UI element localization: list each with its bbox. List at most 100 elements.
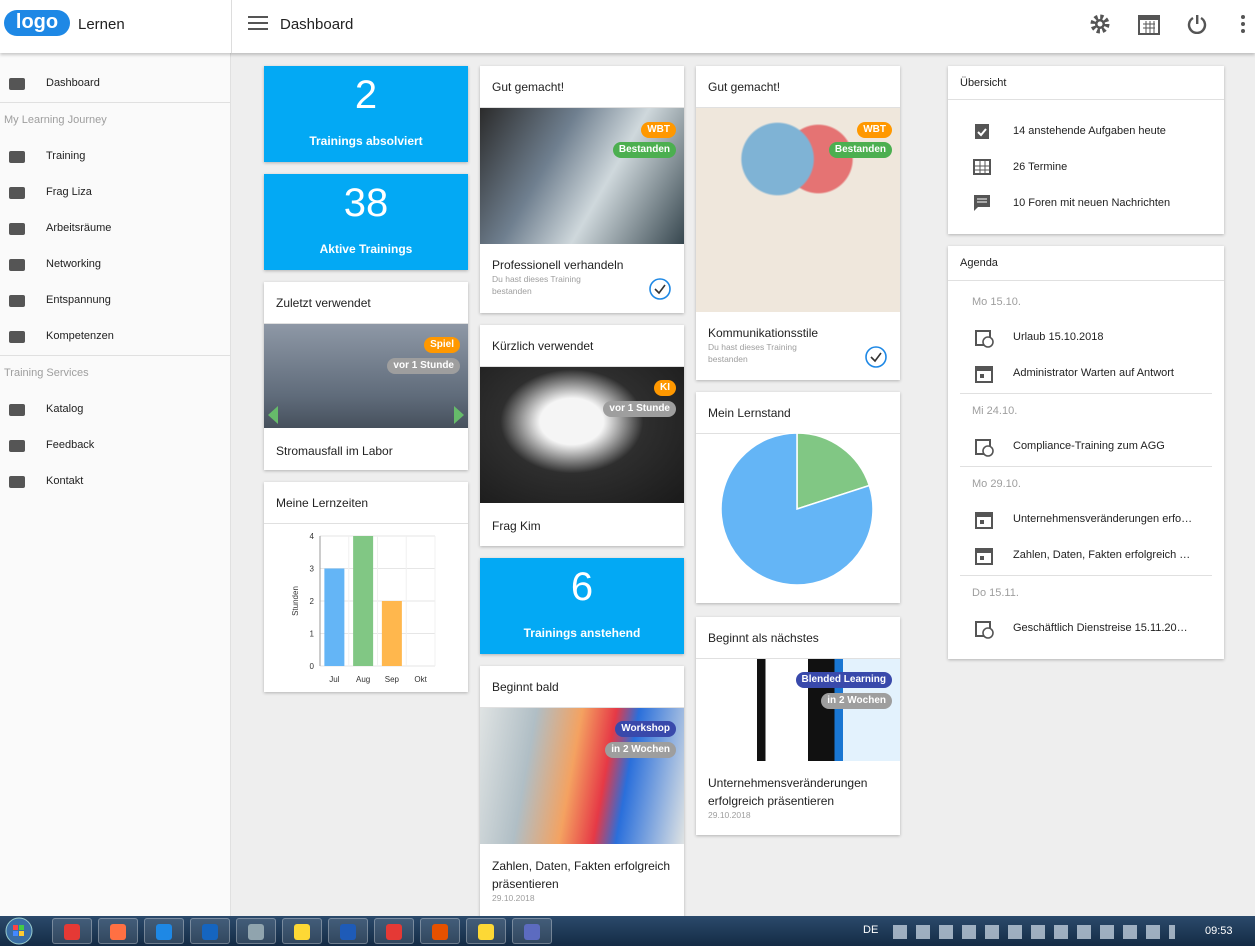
nav-item[interactable]: Feedback xyxy=(46,439,95,451)
shape xyxy=(973,159,991,175)
overview-card: Übersicht 14 anstehende Aufgaben heute 26 … xyxy=(948,66,1224,234)
taskbar-app[interactable] xyxy=(374,918,414,944)
overview-item[interactable]: 10 Foren mit neuen Nachrichten xyxy=(1013,197,1171,209)
media-name: Unternehmensveränderungen erfolgreich pr… xyxy=(708,776,868,808)
calendar-button[interactable] xyxy=(1138,13,1160,35)
more-button[interactable] xyxy=(1240,14,1246,34)
nav-icon xyxy=(9,295,25,307)
taskbar-app[interactable] xyxy=(98,918,138,944)
nav-item[interactable]: Networking xyxy=(46,258,102,270)
shape xyxy=(980,520,984,524)
logo[interactable]: logo xyxy=(4,10,70,36)
nav-icon xyxy=(9,223,25,235)
next-button[interactable] xyxy=(454,406,464,424)
bar xyxy=(353,536,374,666)
shape xyxy=(9,440,25,452)
nav-icon xyxy=(9,476,25,488)
taskbar-app[interactable] xyxy=(190,918,230,944)
agenda-item[interactable]: Geschäftlich Dienstreise 15.11.20… xyxy=(1013,622,1188,634)
agenda-item[interactable]: Urlaub 15.10.2018 xyxy=(1013,331,1104,343)
nav-icon xyxy=(9,259,25,271)
taskbar-app[interactable] xyxy=(420,918,460,944)
app-icon xyxy=(202,924,218,940)
badge: in 2 Wochen xyxy=(821,693,892,709)
app-icon xyxy=(294,924,310,940)
stat-value: 2 xyxy=(354,73,378,117)
taskbar-app[interactable] xyxy=(282,918,322,944)
taskbar-app[interactable] xyxy=(466,918,506,944)
divider xyxy=(0,355,231,356)
stat-value: 6 xyxy=(570,565,594,609)
divider xyxy=(0,102,231,103)
training-card: Gut gemacht! WBT Bestanden Professionell ve… xyxy=(480,66,684,313)
nav-item[interactable]: Arbeitsräume xyxy=(46,222,112,234)
card-title: Agenda xyxy=(948,246,1224,281)
shape xyxy=(649,278,671,300)
bar xyxy=(381,601,402,666)
stat-label: Aktive Trainings xyxy=(319,242,413,256)
taskbar-app[interactable] xyxy=(328,918,368,944)
settings-button[interactable] xyxy=(1090,14,1110,34)
nav-icon xyxy=(9,331,25,343)
agenda-date: Mo 15.10. xyxy=(972,296,1021,308)
card-image: WBT Bestanden xyxy=(480,108,684,244)
overview-item[interactable]: 26 Termine xyxy=(1013,161,1068,173)
nav-item[interactable]: Katalog xyxy=(46,403,84,415)
start-button[interactable] xyxy=(4,917,34,945)
shape xyxy=(980,556,984,560)
taskbar-app[interactable] xyxy=(512,918,552,944)
nav-icon xyxy=(9,151,25,163)
section-title: My Learning Journey xyxy=(4,114,107,126)
badge: Blended Learning xyxy=(795,672,892,688)
nav-item[interactable]: Entspannung xyxy=(46,294,111,306)
training-card: Gut gemacht! WBT Bestanden Kommunikationsst… xyxy=(696,66,900,380)
sidebar: Dashboard My Learning Journey Training Frag… xyxy=(0,53,231,916)
shape xyxy=(9,476,25,488)
taskbar-app[interactable] xyxy=(144,918,184,944)
app-icon xyxy=(248,924,264,940)
agenda-item[interactable]: Zahlen, Daten, Fakten erfolgreich … xyxy=(1013,549,1191,561)
card-image: WBT Bestanden xyxy=(696,108,900,312)
clock[interactable]: 09:53 xyxy=(1205,925,1233,937)
app-icon xyxy=(478,924,494,940)
language[interactable]: DE xyxy=(863,924,879,936)
nav-item[interactable]: Kompetenzen xyxy=(46,330,114,342)
card-image: Blended Learning in 2 Wochen xyxy=(696,659,900,761)
nav-item[interactable]: Dashboard xyxy=(46,77,100,89)
card-image: KI vor 1 Stunde xyxy=(480,367,684,503)
agenda-item[interactable]: Administrator Warten auf Antwort xyxy=(1013,367,1174,379)
taskbar-app[interactable] xyxy=(236,918,276,944)
agenda-item[interactable]: Unternehmensveränderungen erfo… xyxy=(1013,513,1193,525)
taskbar-app[interactable] xyxy=(52,918,92,944)
badge: WBT xyxy=(641,122,676,138)
menu-button[interactable] xyxy=(248,15,268,31)
media-card: Zuletzt verwendet Spiel vor 1 Stunde Stroma… xyxy=(264,282,468,470)
x-tick-label: Jul xyxy=(329,675,339,684)
prev-button[interactable] xyxy=(268,406,278,424)
nav-item[interactable]: Frag Liza xyxy=(46,186,92,198)
logout-button[interactable] xyxy=(1187,14,1207,34)
training-note: Du hast dieses Training bestanden xyxy=(708,342,797,364)
stat-value: 38 xyxy=(343,181,389,225)
media-date: 29.10.2018 xyxy=(708,810,751,820)
shape xyxy=(654,284,666,295)
card-image: Spiel vor 1 Stunde xyxy=(264,324,468,428)
shape xyxy=(974,195,990,211)
shape xyxy=(9,331,25,343)
overview-item[interactable]: 14 anstehende Aufgaben heute xyxy=(1013,125,1166,137)
pie-slice xyxy=(796,432,871,511)
icon xyxy=(975,330,994,348)
check-icon xyxy=(649,278,671,300)
icon xyxy=(975,366,993,383)
agenda-item[interactable]: Compliance-Training zum AGG xyxy=(1013,440,1165,452)
badge: in 2 Wochen xyxy=(605,742,676,758)
nav-item[interactable]: Kontakt xyxy=(46,475,84,487)
taskbar: DE 09:53 xyxy=(0,916,1255,946)
nav-item[interactable]: Training xyxy=(46,150,86,162)
divider xyxy=(960,466,1212,467)
shape xyxy=(980,374,984,378)
app-icon xyxy=(340,924,356,940)
shape xyxy=(976,513,992,517)
agenda-date: Mi 24.10. xyxy=(972,405,1018,417)
